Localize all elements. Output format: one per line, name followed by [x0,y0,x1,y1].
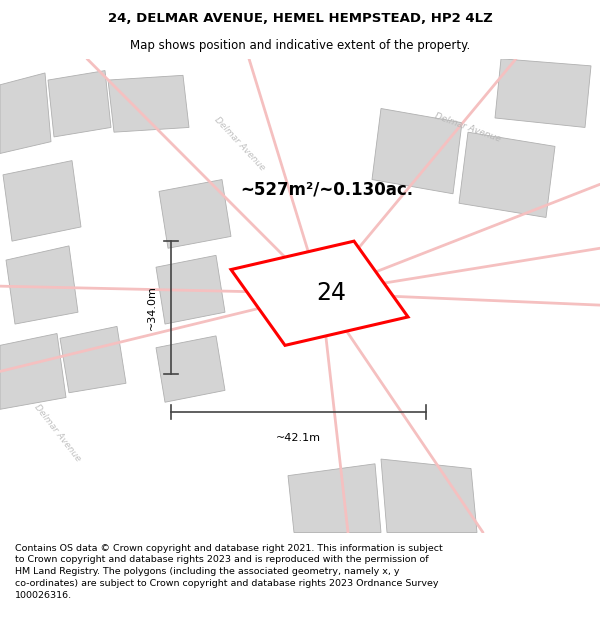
Polygon shape [459,132,555,218]
Polygon shape [156,336,225,402]
Text: ~34.0m: ~34.0m [147,285,157,330]
Text: Delmar Avenue: Delmar Avenue [32,402,82,463]
Polygon shape [60,326,126,392]
Text: Delmar Avenue: Delmar Avenue [213,116,267,172]
Polygon shape [372,109,462,194]
Polygon shape [6,246,78,324]
Text: Delmar Avenue: Delmar Avenue [434,111,502,144]
Polygon shape [48,71,111,137]
Polygon shape [3,161,81,241]
Polygon shape [0,73,51,154]
Polygon shape [288,464,381,532]
Text: 24: 24 [317,281,347,305]
Polygon shape [159,179,231,248]
Polygon shape [0,334,66,409]
Text: Contains OS data © Crown copyright and database right 2021. This information is : Contains OS data © Crown copyright and d… [15,544,443,600]
Polygon shape [231,241,408,346]
Text: 24, DELMAR AVENUE, HEMEL HEMPSTEAD, HP2 4LZ: 24, DELMAR AVENUE, HEMEL HEMPSTEAD, HP2 … [107,12,493,25]
Polygon shape [495,59,591,127]
Text: ~42.1m: ~42.1m [276,432,321,442]
Polygon shape [156,256,225,324]
Polygon shape [381,459,477,532]
Polygon shape [108,76,189,132]
Text: Map shows position and indicative extent of the property.: Map shows position and indicative extent… [130,39,470,52]
Text: ~527m²/~0.130ac.: ~527m²/~0.130ac. [241,180,413,198]
